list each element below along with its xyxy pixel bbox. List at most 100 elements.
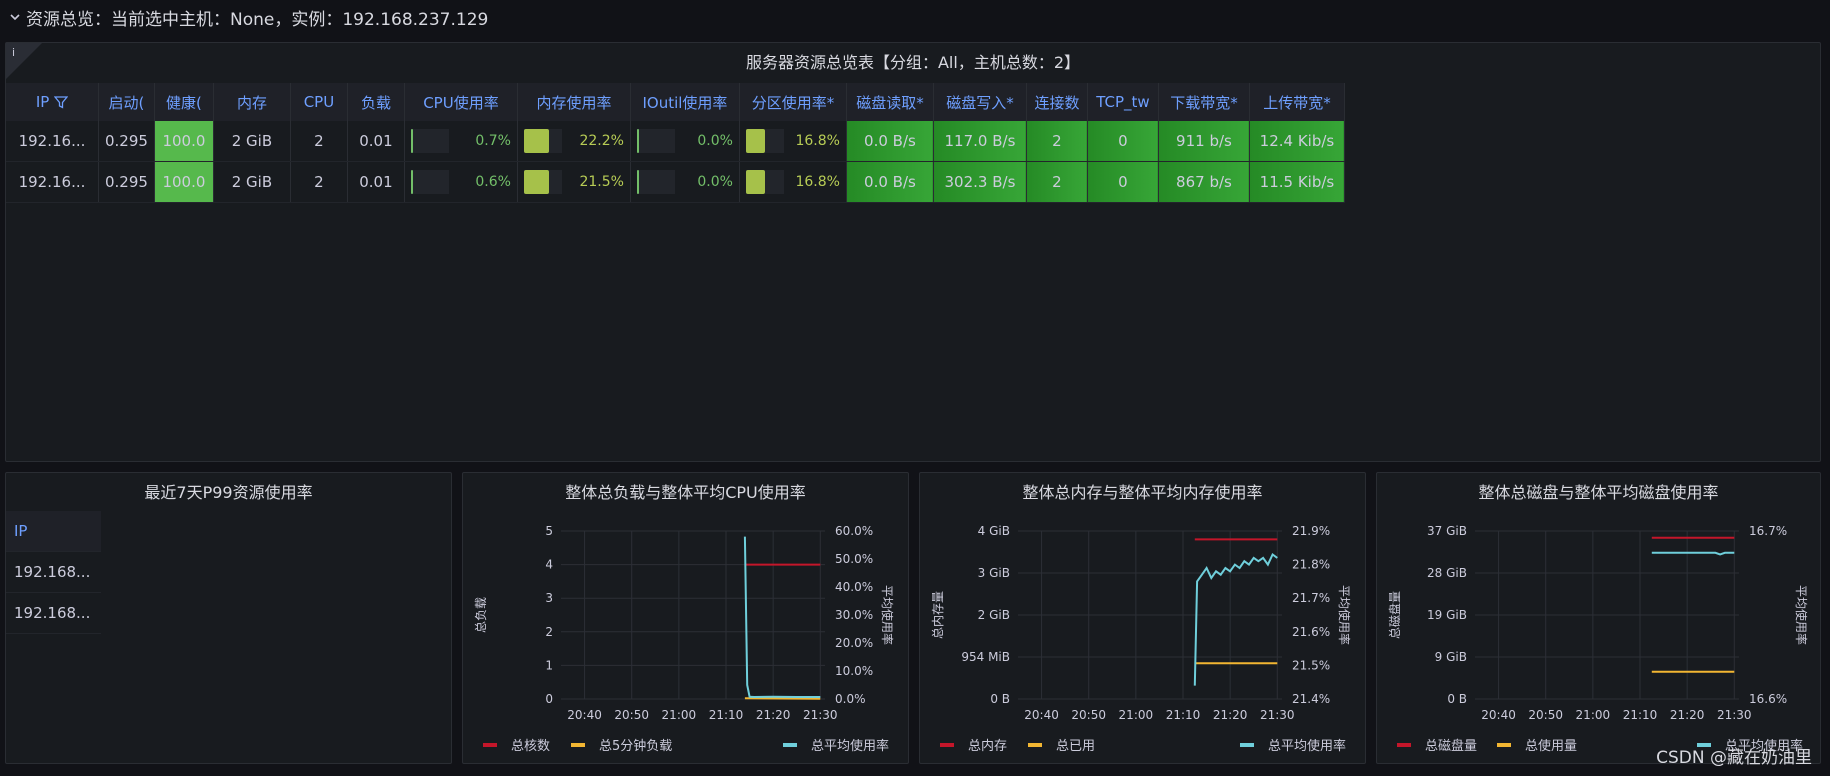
cell-ip[interactable]: 192.16... [6, 161, 99, 203]
legend-item[interactable]: 总平均使用率 [783, 735, 889, 754]
info-icon[interactable]: i [12, 46, 16, 59]
y2-tick-label: 0.0% [835, 692, 866, 706]
y2-tick-label: 21.5% [1292, 658, 1330, 672]
y-axis-label: 总内存量 [931, 591, 945, 639]
table-row[interactable]: 192.16... 0.295 100.0 2 GiB 2 0.01 0.7% 22.2% 0.… [6, 121, 1345, 162]
col-ip[interactable]: IP [6, 83, 99, 121]
y2-tick-label: 50.0% [835, 552, 873, 566]
y-tick-label: 28 GiB [1427, 566, 1467, 580]
col-tcp-tw[interactable]: TCP_tw [1087, 83, 1159, 121]
y2-tick-label: 30.0% [835, 608, 873, 622]
col-disk-read[interactable]: 磁盘读取* [846, 83, 934, 121]
p99-col-ip[interactable]: IP [6, 511, 101, 552]
x-tick-label: 21:30 [1717, 708, 1752, 722]
col-mem-use[interactable]: 内存使用率 [517, 83, 631, 121]
x-tick-label: 20:50 [1071, 708, 1106, 722]
panel-info-corner[interactable] [6, 43, 42, 79]
y-tick-label: 3 GiB [978, 566, 1010, 580]
gauge-bar [745, 170, 784, 194]
cpu-chart-legend: 总核数 总5分钟负载 总平均使用率 [463, 735, 908, 754]
cpu-chart-plot[interactable]: 0123450.0%10.0%20.0%30.0%40.0%50.0%60.0%… [463, 517, 910, 727]
legend-item[interactable]: 总磁盘量 [1397, 735, 1477, 754]
cpu-chart-panel: 整体总负载与整体平均CPU使用率 0 1 2 3 4 5 0.0% 10.0% 20.0% 30.… [462, 472, 909, 764]
legend-item[interactable]: 总平均使用率 [1697, 735, 1803, 754]
y-tick-label: 954 MiB [961, 650, 1010, 664]
col-part-use[interactable]: 分区使用率* [739, 83, 847, 121]
y2-tick-label: 21.4% [1292, 692, 1330, 706]
col-io-use[interactable]: IOutil使用率 [630, 83, 740, 121]
legend-swatch [1697, 742, 1711, 747]
y2-tick-label: 40.0% [835, 580, 873, 594]
gauge-fill [636, 170, 639, 194]
table-row[interactable]: 192.16... 0.295 100.0 2 GiB 2 0.01 0.6% 21.5% 0.… [6, 161, 1345, 203]
disk-chart-legend: 总磁盘量 总使用量 总平均使用率 [1377, 735, 1820, 754]
gauge-bar [410, 129, 449, 153]
cell-ip[interactable]: 192.16... [6, 121, 99, 162]
y-tick-label: 5 [545, 524, 553, 538]
disk-chart-panel: 整体总磁盘与整体平均磁盘使用率 0 B 9 GiB 19 GiB 28 GiB 37 G… [1376, 472, 1821, 764]
gauge-fill [410, 129, 413, 153]
y-tick-label: 0 [545, 692, 553, 706]
legend-item[interactable]: 总核数 [483, 735, 550, 754]
col-up[interactable]: 上传带宽* [1249, 83, 1345, 121]
x-tick-label: 20:40 [1481, 708, 1516, 722]
col-health[interactable]: 健康( [154, 83, 214, 121]
col-load[interactable]: 负载 [347, 83, 405, 121]
cell-mem-use: 21.5% [517, 161, 631, 203]
y2-axis-label: 平均使用率 [1337, 585, 1352, 645]
legend-item[interactable]: 总使用量 [1497, 735, 1577, 754]
col-uptime[interactable]: 启动( [98, 83, 155, 121]
chevron-down-icon[interactable] [8, 10, 22, 24]
x-tick-label: 21:30 [1260, 708, 1295, 722]
legend-item[interactable]: 总平均使用率 [1240, 735, 1346, 754]
y-tick-label: 4 GiB [978, 524, 1010, 538]
y2-tick-label: 21.6% [1292, 625, 1330, 639]
resource-table: IP 启动( 健康( 内存 CPU 负载 CPU使用率 内存使用率 IOutil… [6, 83, 1345, 203]
y2-tick-label: 16.7% [1749, 524, 1787, 538]
y-tick-label: 2 [545, 625, 553, 639]
col-cpu-use[interactable]: CPU使用率 [404, 83, 518, 121]
series-line[interactable] [1193, 552, 1278, 686]
legend-item[interactable]: 总已用 [1028, 735, 1095, 754]
col-disk-write[interactable]: 磁盘写入* [933, 83, 1027, 121]
x-tick-label: 20:50 [614, 708, 649, 722]
mem-chart-title: 整体总内存与整体平均内存使用率 [1022, 483, 1263, 502]
gauge-bar [523, 170, 562, 194]
legend-item[interactable]: 总5分钟负载 [571, 735, 672, 754]
y2-tick-label: 21.9% [1292, 524, 1330, 538]
cell-health: 100.0 [154, 161, 214, 203]
y-axis-label: 总磁盘量 [1387, 591, 1402, 639]
legend-swatch [1028, 742, 1042, 747]
cell-mem: 2 GiB [213, 161, 291, 203]
filter-icon[interactable] [53, 96, 69, 109]
legend-swatch [940, 742, 954, 747]
col-down[interactable]: 下载带宽* [1158, 83, 1250, 121]
legend-swatch [1240, 742, 1254, 747]
gauge-bar [410, 170, 449, 194]
mem-chart-plot[interactable]: 0 B 954 MiB 2 GiB 3 GiB 4 GiB 21.4% 21.5% 21.6%… [920, 517, 1367, 727]
disk-chart-plot[interactable]: 0 B 9 GiB 19 GiB 28 GiB 37 GiB 16.6% 16.7% 20:4… [1377, 517, 1822, 727]
p99-title: 最近7天P99资源使用率 [144, 483, 313, 502]
col-cpu[interactable]: CPU [290, 83, 348, 121]
legend-item[interactable]: 总内存 [940, 735, 1007, 754]
cell-cpu-use: 0.7% [404, 121, 518, 162]
disk-chart-title: 整体总磁盘与整体平均磁盘使用率 [1478, 483, 1719, 502]
cell-down: 867 b/s [1158, 161, 1250, 203]
gauge-fill [745, 129, 765, 153]
gauge-bar [523, 129, 562, 153]
overview-title: 服务器资源总览表【分组：All，主机总数：2】 [745, 53, 1081, 72]
cell-conn: 2 [1026, 161, 1088, 203]
series-line[interactable] [1651, 551, 1735, 556]
col-conn[interactable]: 连接数 [1026, 83, 1088, 121]
x-tick-label: 20:40 [1024, 708, 1059, 722]
x-tick-label: 21:10 [1623, 708, 1658, 722]
y-tick-label: 1 [545, 658, 553, 672]
x-tick-label: 21:00 [662, 708, 697, 722]
gauge-fill [745, 170, 765, 194]
row-header[interactable]: 资源总览：当前选中主机：None，实例：192.168.237.129 [8, 4, 488, 30]
y2-tick-label: 60.0% [835, 524, 873, 538]
series-line[interactable] [743, 536, 821, 699]
y-tick-label: 0 B [990, 692, 1010, 706]
col-mem[interactable]: 内存 [213, 83, 291, 121]
cell-mem: 2 GiB [213, 121, 291, 162]
